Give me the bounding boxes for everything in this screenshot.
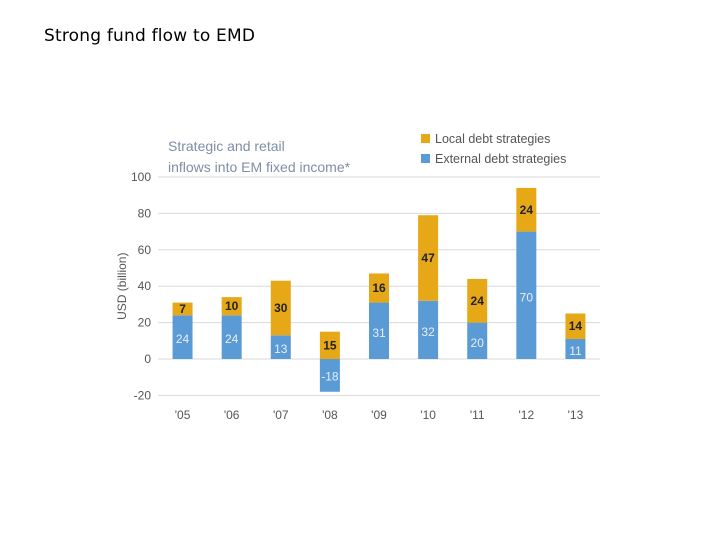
bar-local	[418, 215, 439, 301]
bar-external	[172, 315, 193, 359]
x-tick-label: '12	[519, 408, 535, 422]
data-label-local: 15	[323, 338, 337, 352]
bar-external	[221, 315, 242, 359]
x-tick-label: '09	[371, 408, 387, 422]
y-tick-label: 60	[138, 243, 152, 257]
bar-local	[270, 280, 291, 336]
bar-external	[270, 335, 291, 359]
data-label-local: 16	[372, 281, 386, 295]
data-label-external: -18	[321, 369, 339, 383]
legend-swatch	[421, 154, 430, 163]
y-tick-label: 20	[138, 316, 152, 330]
data-label-local: 47	[421, 251, 435, 265]
y-tick-label: 0	[144, 352, 151, 366]
x-tick-label: '10	[420, 408, 436, 422]
bar-external	[516, 231, 537, 359]
data-label-external: 24	[225, 332, 239, 346]
data-label-local: 14	[569, 319, 583, 333]
bar-external	[369, 302, 389, 359]
data-label-external: 32	[421, 325, 435, 339]
data-label-local: 10	[225, 299, 239, 313]
slide-title: Strong fund flow to EMD	[44, 26, 256, 46]
data-label-external: 70	[520, 291, 534, 305]
legend-label: Local debt strategies	[435, 132, 550, 146]
legend-label: External debt strategies	[435, 152, 566, 166]
y-tick-label: 80	[138, 206, 152, 220]
bar-external	[467, 322, 488, 359]
bar-external	[418, 300, 439, 359]
chart-title-line: inflows into EM fixed income*	[168, 159, 351, 175]
bar-local	[369, 273, 389, 303]
bar-local	[516, 187, 537, 232]
x-tick-label: '05	[175, 408, 191, 422]
bar-external	[565, 338, 586, 359]
data-label-local: 24	[471, 294, 485, 308]
bar-local	[221, 297, 242, 316]
y-tick-label: 40	[138, 279, 152, 293]
data-label-external: 20	[471, 336, 485, 350]
data-label-external: 31	[372, 326, 386, 340]
y-tick-label: -20	[134, 388, 152, 402]
data-label-external: 13	[274, 342, 288, 356]
x-tick-label: '08	[322, 408, 338, 422]
bar-local	[565, 313, 586, 339]
data-label-external: 11	[569, 344, 582, 358]
y-tick-label: 100	[131, 170, 151, 184]
x-tick-label: '11	[470, 408, 485, 422]
x-tick-label: '13	[568, 408, 584, 422]
data-label-local: 24	[520, 203, 534, 217]
chart-title-line: Strategic and retail	[168, 138, 285, 154]
legend-swatch	[421, 134, 430, 143]
bar-local	[319, 331, 340, 359]
data-label-local: 7	[179, 302, 186, 316]
y-axis-label: USD (billion)	[115, 253, 129, 320]
bar-external	[319, 359, 340, 392]
bar-local	[172, 302, 193, 316]
data-label-external: 24	[176, 332, 190, 346]
bar-local	[467, 278, 488, 323]
x-tick-label: '06	[224, 408, 240, 422]
data-label-local: 30	[274, 301, 288, 315]
x-tick-label: '07	[273, 408, 289, 422]
